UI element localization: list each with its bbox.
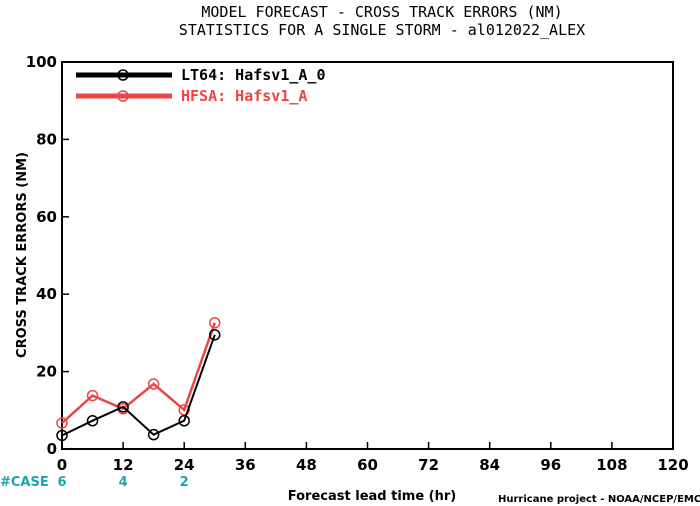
plot-area: [61, 61, 674, 450]
legend-marker-hfsa: [117, 90, 129, 102]
x-tick-label: 96: [540, 456, 561, 474]
series-line-hfsa: [61, 322, 216, 425]
y-tick-label: 80: [36, 130, 57, 148]
data-point-lt64: [56, 429, 68, 442]
x-tick-label: 0: [57, 456, 67, 474]
x-tick-label: 84: [479, 456, 500, 474]
data-point-lt64: [117, 401, 129, 413]
case-count: 2: [180, 475, 189, 490]
case-count: 6: [57, 475, 66, 490]
y-tick-label: 20: [36, 363, 57, 381]
series-hfsa: [56, 317, 221, 429]
y-tick-label: 0: [47, 440, 57, 458]
legend-entry-lt64: LT64: Hafsv1_A_0: [181, 66, 326, 84]
data-point-hfsa: [209, 317, 221, 329]
series-lt64: [56, 329, 221, 442]
x-tick-label: 72: [418, 456, 439, 474]
x-tick-label: 24: [174, 456, 195, 474]
data-point-hfsa: [147, 378, 160, 390]
x-tick-label: 36: [235, 456, 256, 474]
data-point-hfsa: [178, 404, 190, 416]
chart-subtitle: STATISTICS FOR A SINGLE STORM - al012022…: [179, 21, 585, 39]
x-tick-label: 120: [657, 456, 688, 474]
x-tick-label: 48: [296, 456, 317, 474]
x-axis-label: Forecast lead time (hr): [288, 489, 456, 504]
data-point-lt64: [209, 329, 221, 341]
data-point-lt64: [178, 414, 190, 427]
credit-text: Hurricane project - NOAA/NCEP/EMC: [498, 494, 700, 505]
case-count: 4: [119, 475, 128, 490]
y-tick-label: 100: [26, 53, 57, 71]
x-tick-label: 12: [113, 456, 134, 474]
legend-marker-lt64: [117, 69, 129, 81]
y-tick-label: 40: [36, 285, 57, 303]
x-tick-label: 108: [596, 456, 627, 474]
x-tick-label: 60: [357, 456, 378, 474]
data-point-hfsa: [56, 417, 68, 429]
case-label: #CASE: [0, 475, 49, 490]
y-tick-label: 60: [36, 208, 57, 226]
data-point-lt64: [86, 414, 99, 427]
y-axis-label: CROSS TRACK ERRORS (NM): [15, 152, 30, 358]
data-point-lt64: [147, 428, 160, 441]
chart-title: MODEL FORECAST - CROSS TRACK ERRORS (NM): [201, 3, 562, 21]
legend-entry-hfsa: HFSA: Hafsv1_A: [181, 87, 307, 105]
data-point-hfsa: [86, 389, 99, 402]
legend: LT64: Hafsv1_A_0 HFSA: Hafsv1_A: [76, 66, 326, 105]
